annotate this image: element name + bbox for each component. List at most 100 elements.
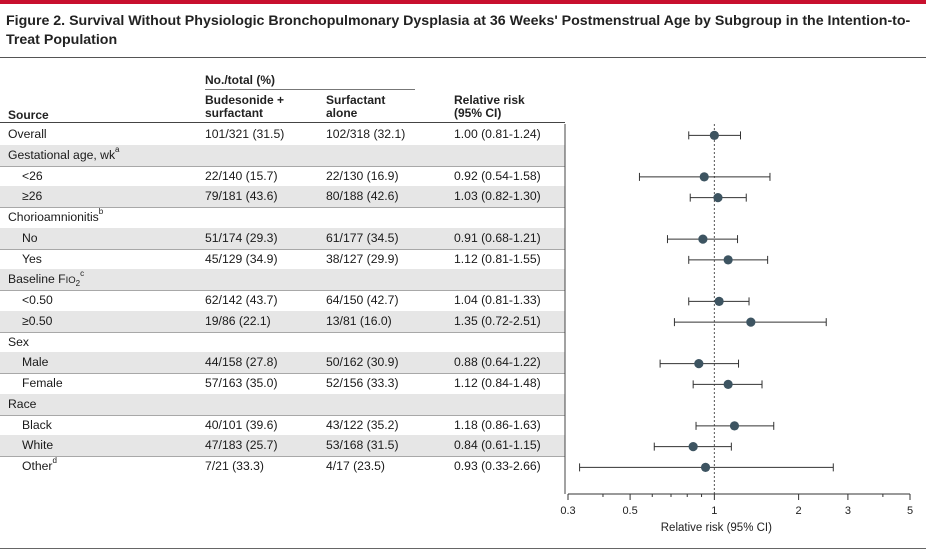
row-label-text: Baseline FIO2 — [8, 272, 81, 289]
surfactant-cell: 50/162 (30.9) — [326, 355, 399, 370]
point-estimate-marker — [746, 317, 756, 327]
col-budesonide-line1: Budesonide + — [205, 93, 285, 107]
point-estimate-marker — [723, 255, 733, 265]
x-tick-label: 3 — [845, 505, 851, 517]
group-header: No./total (%) — [205, 73, 275, 87]
row-label: Otherd — [22, 456, 57, 473]
row-label: ≥0.50 — [22, 314, 52, 328]
row-label: White — [22, 438, 53, 452]
point-estimate-marker — [700, 462, 711, 472]
point-estimate-marker — [729, 421, 740, 431]
budesonide-cell: 45/129 (34.9) — [205, 251, 278, 266]
relative-risk-cell: 1.12 (0.81-1.55) — [454, 251, 541, 266]
col-surfactant-header: Surfactant alone — [326, 94, 385, 120]
x-tick-label: 2 — [796, 505, 802, 517]
table-row: Female 57/163 (35.0) 52/156 (33.3) 1.12 (0.… — [0, 373, 565, 394]
row-label-text: Gestational age, wk — [8, 147, 116, 162]
col-rr-line2: (95% CI) — [454, 106, 502, 120]
row-divider — [0, 290, 565, 291]
subgroup-header-row: Baseline FIO2c — [0, 269, 565, 290]
surfactant-cell: 80/188 (42.6) — [326, 189, 399, 204]
relative-risk-cell: 1.00 (0.81-1.24) — [454, 127, 541, 141]
subgroup-header-row: Gestational age, wka — [0, 144, 565, 166]
row-label-text: <26 — [22, 168, 43, 183]
budesonide-cell: 47/183 (25.7) — [205, 438, 278, 453]
budesonide-cell: 57/163 (35.0) — [205, 376, 278, 390]
budesonide-cell: 51/174 (29.3) — [205, 230, 278, 245]
budesonide-cell: 62/142 (43.7) — [205, 293, 278, 307]
surfactant-cell: 61/177 (34.5) — [326, 230, 399, 245]
bottom-rule — [0, 548, 926, 549]
footnote-marker: a — [115, 144, 120, 154]
row-label: Gestational age, wka — [8, 144, 120, 162]
row-label: ≥26 — [22, 189, 42, 203]
row-label: Black — [22, 418, 52, 432]
row-divider — [0, 373, 565, 374]
row-label-text: <0.50 — [22, 293, 53, 307]
row-divider — [0, 248, 565, 250]
row-label-text: Male — [22, 355, 49, 370]
surfactant-cell: 64/150 (42.7) — [326, 293, 399, 307]
row-divider — [0, 165, 565, 167]
relative-risk-cell: 1.35 (0.72-2.51) — [454, 313, 541, 328]
row-label-text: No — [22, 230, 38, 245]
subgroup-header-row: Chorioamnionitisb — [0, 207, 565, 228]
col-surfactant-line1: Surfactant — [326, 93, 386, 107]
row-label-text: Other — [22, 459, 53, 473]
row-label: Female — [22, 376, 63, 390]
row-divider — [0, 207, 565, 208]
point-estimate-marker — [714, 296, 724, 306]
row-label: <26 — [22, 169, 43, 183]
table-row: <26 22/140 (15.7) 22/130 (16.9) 0.92 (0.54-… — [0, 166, 565, 187]
row-label: Chorioamnionitisb — [8, 207, 103, 224]
row-label: Sex — [8, 335, 29, 349]
budesonide-cell: 7/21 (33.3) — [205, 459, 264, 473]
col-rr-header: Relative risk (95% CI) — [454, 94, 525, 120]
row-label: No — [22, 231, 38, 245]
budesonide-cell: 44/158 (27.8) — [205, 355, 278, 370]
row-label-text: ≥0.50 — [22, 313, 53, 328]
row-label-text: ≥26 — [22, 189, 43, 204]
row-label: Yes — [22, 252, 42, 266]
row-label: Male — [22, 355, 48, 369]
subgroup-header-row: Sex — [0, 332, 565, 353]
budesonide-cell: 19/86 (22.1) — [205, 313, 271, 328]
table-row: ≥0.50 19/86 (22.1) 13/81 (16.0) 1.35 (0.72-… — [0, 310, 565, 332]
point-estimate-marker — [713, 193, 723, 203]
x-tick-label: 5 — [907, 505, 913, 517]
row-divider — [0, 414, 565, 416]
relative-risk-cell: 1.18 (0.86-1.63) — [454, 417, 541, 432]
row-label-text: Black — [22, 417, 52, 432]
relative-risk-cell: 1.03 (0.82-1.30) — [454, 189, 541, 204]
accent-bar — [0, 0, 926, 4]
col-budesonide-header: Budesonide + surfactant — [205, 94, 284, 120]
figure-title: Figure 2. Survival Without Physiologic B… — [6, 13, 911, 48]
row-label: Overall — [8, 127, 47, 141]
row-label-text: Female — [22, 376, 63, 390]
footnote-marker: d — [52, 456, 57, 465]
budesonide-cell: 40/101 (39.6) — [205, 417, 278, 432]
surfactant-cell: 53/168 (31.5) — [326, 438, 399, 453]
col-rr-line1: Relative risk — [454, 93, 525, 107]
table-row: Male 44/158 (27.8) 50/162 (30.9) 0.88 (0.64… — [0, 352, 565, 373]
subgroup-header-row: Race — [0, 393, 565, 415]
surfactant-cell: 4/17 (23.5) — [326, 459, 385, 473]
row-label: <0.50 — [22, 293, 53, 307]
relative-risk-cell: 1.12 (0.84-1.48) — [454, 376, 541, 390]
relative-risk-cell: 0.91 (0.68-1.21) — [454, 230, 541, 245]
row-divider — [0, 456, 565, 457]
relative-risk-cell: 0.93 (0.33-2.66) — [454, 459, 541, 473]
forest-plot: 0.3 0.5 1 2 3 5 Relative risk (95% CI) — [560, 124, 913, 534]
budesonide-cell: 79/181 (43.6) — [205, 189, 278, 204]
table-row: Otherd 7/21 (33.3) 4/17 (23.5) 0.93 (0.33-2… — [0, 456, 565, 477]
header-rule — [0, 122, 565, 123]
x-axis-label: Relative risk (95% CI) — [661, 522, 772, 534]
row-label-text: Race — [8, 396, 37, 411]
row-label-text: Chorioamnionitis — [8, 210, 99, 224]
point-estimate-marker — [688, 442, 698, 452]
row-label-text: Overall — [8, 127, 47, 141]
row-label: Baseline FIO2c — [8, 269, 84, 289]
table-row: Black 40/101 (39.6) 43/122 (35.2) 1.18 (0.8… — [0, 415, 565, 436]
group-header-rule — [205, 89, 415, 90]
table-row: Yes 45/129 (34.9) 38/127 (29.9) 1.12 (0.81-… — [0, 249, 565, 270]
